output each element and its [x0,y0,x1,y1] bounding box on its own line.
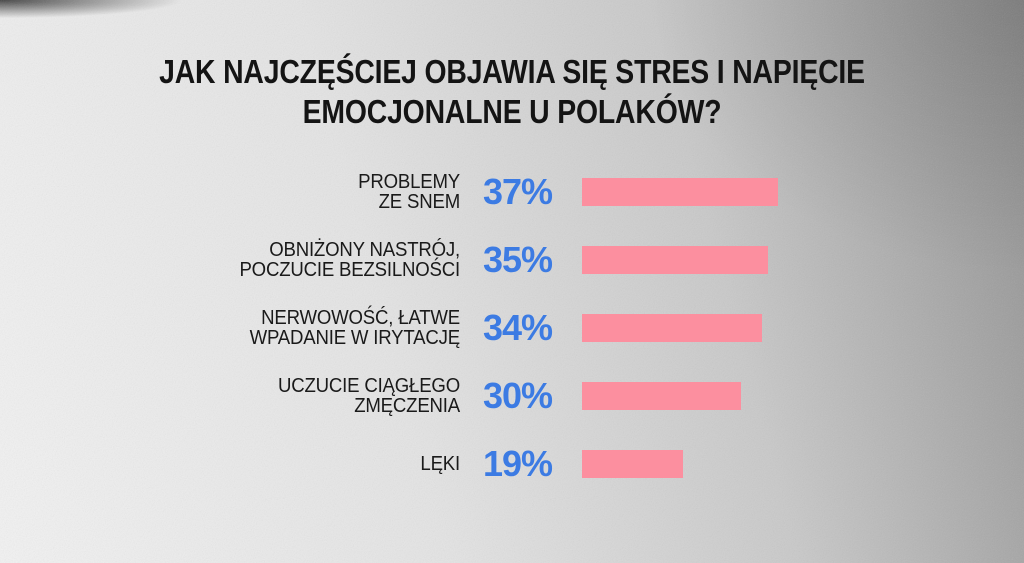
chart-content: JAK NAJCZĘŚCIEJ OBJAWIA SIĘ STRES I NAPI… [0,52,1024,498]
bar-track [582,246,1024,274]
chart-row-nerwowosc: NERWOWOŚĆ, ŁATWE WPADANIE W IRYTACJĘ 34% [0,294,1024,362]
category-label: UCZUCIE CIĄGŁEGO ZMĘCZENIA [277,375,460,417]
chart-title-line-1: JAK NAJCZĘŚCIEJ OBJAWIA SIĘ STRES I NAPI… [159,53,865,90]
bar-chart: PROBLEMY ZE SNEM 37% OBNIŻONY NASTRÓJ, P… [0,158,1024,498]
value-label: 34% [483,307,553,348]
chart-row-leki: LĘKI 19% [0,430,1024,498]
bar-track [582,314,1024,342]
value-label: 35% [483,239,553,280]
chart-row-uczucie-zmeczenia: UCZUCIE CIĄGŁEGO ZMĘCZENIA 30% [0,362,1024,430]
bar [582,382,741,410]
bar [582,450,683,478]
chart-row-obnizony-nastroj: OBNIŻONY NASTRÓJ, POCZUCIE BEZSILNOŚCI 3… [0,226,1024,294]
bar [582,314,763,342]
value-label: 19% [483,443,553,484]
category-label: NERWOWOŚĆ, ŁATWE WPADANIE W IRYTACJĘ [249,307,461,349]
category-label: LĘKI [420,453,460,475]
bar [582,246,768,274]
bar-track [582,450,1024,478]
chart-title: JAK NAJCZĘŚCIEJ OBJAWIA SIĘ STRES I NAPI… [72,52,953,132]
chart-title-line-2: EMOCJONALNE U POLAKÓW? [302,93,722,130]
category-label: OBNIŻONY NASTRÓJ, POCZUCIE BEZSILNOŚCI [239,239,460,281]
bar-track [582,178,1024,206]
chart-row-problemy-ze-snem: PROBLEMY ZE SNEM 37% [0,158,1024,226]
category-label: PROBLEMY ZE SNEM [358,171,460,213]
value-label: 37% [483,171,553,212]
bar-track [582,382,1024,410]
bar [582,178,779,206]
value-label: 30% [483,375,553,416]
